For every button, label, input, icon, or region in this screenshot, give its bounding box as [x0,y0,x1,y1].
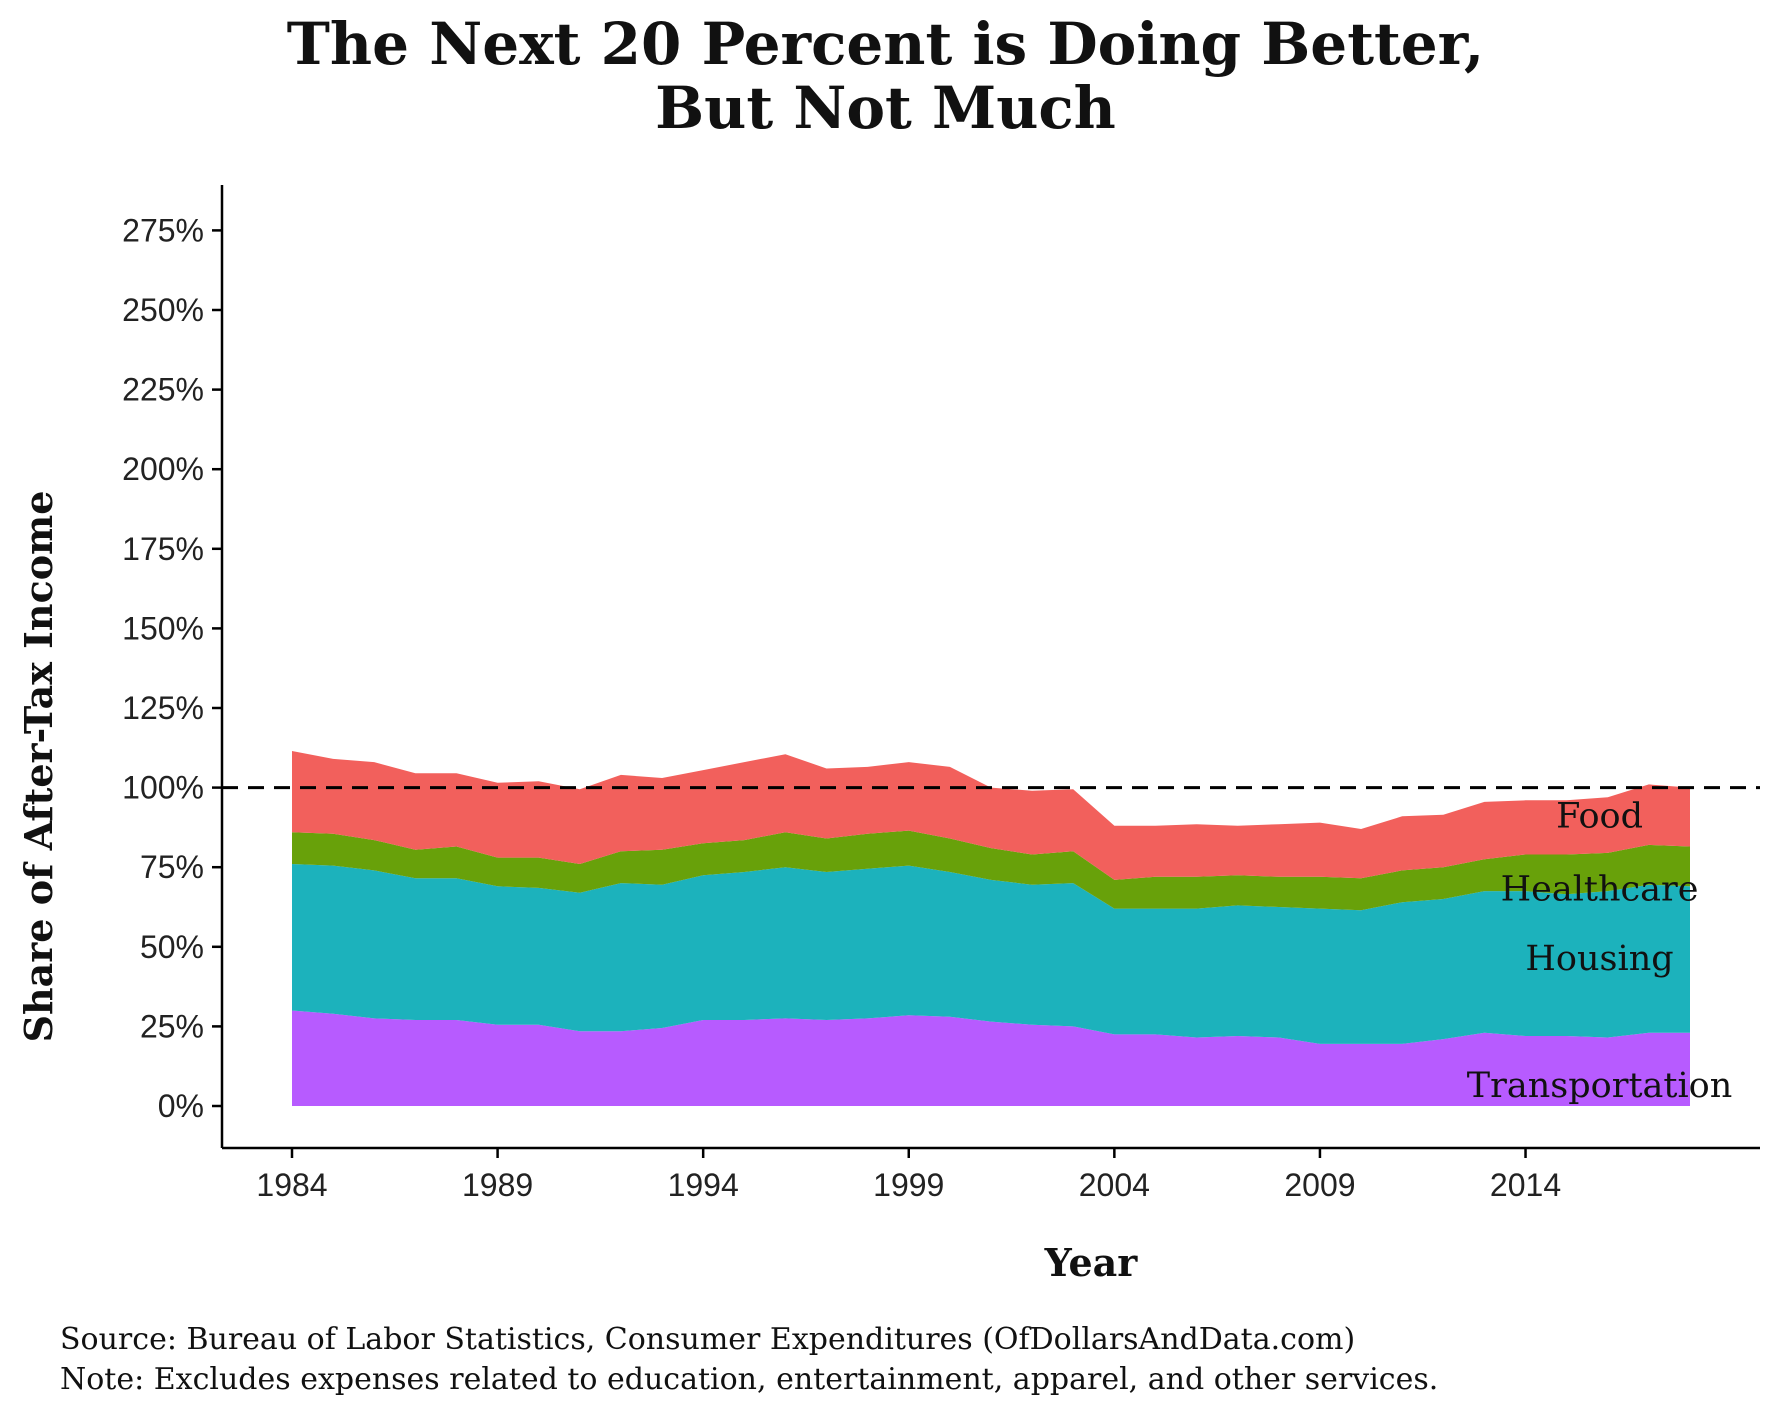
y-tick-label: 175% [122,531,204,567]
x-axis-title: Year [1044,1240,1139,1285]
series-labels: Transportation Housing Healthcare Food [1467,796,1732,1105]
area-housing [292,864,1690,1044]
y-tick-label: 75% [140,849,204,885]
y-tick-label: 250% [122,292,204,328]
area-food [292,751,1690,880]
x-tick-label: 2004 [1079,1167,1150,1203]
axes [220,185,1760,1150]
y-axis-title: Share of After-Tax Income [16,491,61,1043]
series-label-food: Food [1556,796,1643,836]
y-tick-label: 275% [122,212,204,248]
y-axis-ticks: 0% 25% 50% 75% 100% 125% 150% 175% 200% 225% 250% 2… [122,212,222,1124]
x-tick-label: 1994 [668,1167,739,1203]
exclusion-note: Note: Excludes expenses related to educa… [60,1362,1439,1397]
series-label-transportation: Transportation [1467,1066,1732,1106]
y-tick-label: 0% [158,1088,204,1124]
y-tick-label: 125% [122,690,204,726]
series-label-housing: Housing [1525,939,1673,979]
y-tick-label: 100% [122,770,204,806]
x-tick-label: 2009 [1284,1167,1355,1203]
x-tick-label: 1999 [873,1167,944,1203]
x-axis-ticks: 1984 1989 1994 1999 2004 2009 2014 [256,1148,1561,1203]
chart-title-line-1: The Next 20 Percent is Doing Better, [286,10,1485,78]
area-transportation [292,1010,1690,1106]
y-tick-label: 25% [140,1008,204,1044]
area-layers [292,751,1690,1106]
x-tick-label: 2014 [1490,1167,1561,1203]
chart-title: The Next 20 Percent is Doing Better, But… [0,12,1771,140]
series-label-healthcare: Healthcare [1501,869,1699,909]
chart-title-line-2: But Not Much [655,74,1116,142]
x-tick-label: 1989 [462,1167,533,1203]
y-tick-label: 200% [122,451,204,487]
source-note: Source: Bureau of Labor Statistics, Cons… [60,1322,1356,1357]
y-tick-label: 150% [122,610,204,646]
y-tick-label: 225% [122,372,204,408]
y-tick-label: 50% [140,929,204,965]
x-tick-label: 1984 [256,1167,327,1203]
